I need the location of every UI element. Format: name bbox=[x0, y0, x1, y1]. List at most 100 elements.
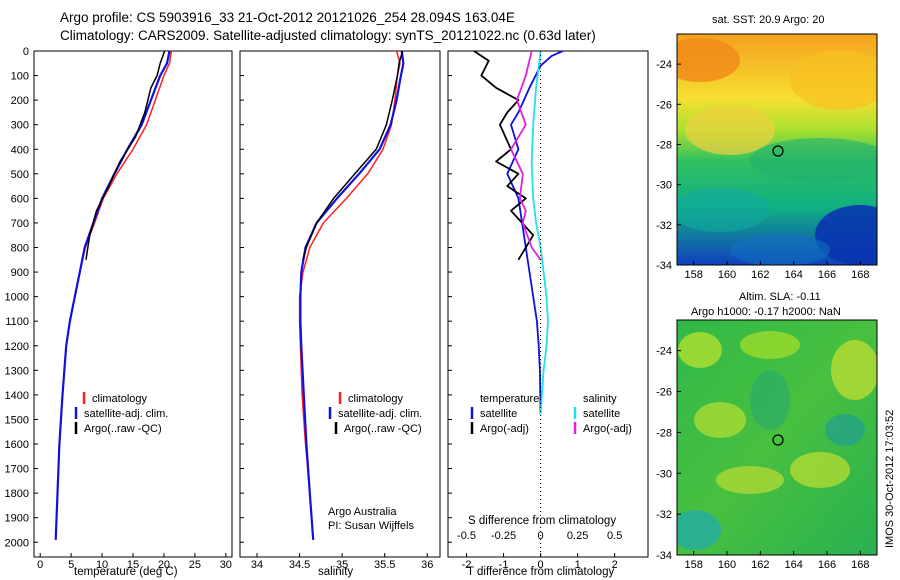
sst-map-axis: 158 160 162 164 166 168 -24 -26 -28 -30 -32 -34 bbox=[656, 59, 869, 281]
x-tick-label: 0 bbox=[538, 559, 544, 571]
salinity-xlabel: salinity bbox=[318, 566, 353, 578]
s-tick-label: 0.5 bbox=[607, 530, 622, 542]
legend-label-sal-argo: Argo(-adj) bbox=[583, 423, 632, 435]
lon-tick-label: 164 bbox=[784, 559, 802, 571]
legend-label-argo: Argo(..raw -QC) bbox=[344, 423, 422, 435]
sla-map-axis: 158 160 162 164 166 168 -24 -26 -28 -30 -32 -34 bbox=[656, 346, 869, 571]
depth-tick-label: 100 bbox=[11, 71, 29, 83]
depth-tick-label: 1200 bbox=[5, 341, 29, 353]
depth-tick-label: 600 bbox=[11, 193, 29, 205]
series-line-satellite-adj-clim- bbox=[299, 50, 405, 540]
lat-tick-label: -24 bbox=[656, 59, 672, 71]
lon-tick-label: 158 bbox=[684, 269, 702, 281]
depth-tick-label: 1600 bbox=[5, 439, 29, 451]
sla-high-patch bbox=[678, 332, 722, 368]
legend-temperature-heading: temperature bbox=[480, 393, 539, 405]
sst-cold-patch bbox=[815, 205, 877, 265]
depth-tick-label: 1700 bbox=[5, 464, 29, 476]
x-tick-label: 20 bbox=[158, 559, 170, 571]
depth-tick-label: 1100 bbox=[5, 316, 29, 328]
sla-high-patch bbox=[740, 331, 800, 359]
lon-tick-label: 162 bbox=[751, 559, 769, 571]
x-tick-label: -2 bbox=[462, 559, 472, 571]
salinity-axis: 34 34.5 35 35.5 36 bbox=[251, 553, 433, 571]
s-tick-label: -0.25 bbox=[491, 530, 516, 542]
x-tick-label: 10 bbox=[96, 559, 108, 571]
x-tick-label: -1 bbox=[499, 559, 509, 571]
series-line-temperature-argo-adj- bbox=[473, 50, 535, 261]
imos-watermark: IMOS 30-Oct-2012 17:03:52 bbox=[884, 410, 896, 548]
x-tick-label: 34.5 bbox=[289, 559, 310, 571]
temperature-series bbox=[54, 50, 173, 540]
sla-high-patch bbox=[694, 402, 746, 438]
temperature-xlabel: temperature (deg C) bbox=[74, 566, 178, 578]
lat-tick-label: -32 bbox=[656, 220, 672, 232]
series-line-climatology bbox=[54, 50, 173, 540]
sst-map-frame bbox=[676, 33, 878, 266]
depth-axis: 0 100 200 300 400 500 600 700 800 900 1000 1100 1200… bbox=[5, 46, 452, 549]
salinity-legend: climatology satellite-adj. clim. Argo(..… bbox=[328, 392, 422, 532]
salinity-series bbox=[298, 50, 405, 540]
depth-tick-label: 1500 bbox=[5, 414, 29, 426]
sla-high-patch bbox=[790, 452, 850, 488]
lon-tick-label: 162 bbox=[751, 269, 769, 281]
x-tick-label: 15 bbox=[127, 559, 139, 571]
series-line-satellite-adj-clim- bbox=[54, 50, 171, 540]
float-position-marker bbox=[772, 145, 784, 157]
depth-tick-label: 800 bbox=[11, 243, 29, 255]
sla-map-frame bbox=[676, 319, 878, 556]
legend-label-temp-satellite: satellite bbox=[480, 408, 517, 420]
title-line-2: Climatology: CARS2009. Satellite-adjuste… bbox=[60, 28, 596, 43]
difference-series bbox=[473, 50, 564, 415]
legend-label-argo: Argo(..raw -QC) bbox=[84, 423, 162, 435]
depth-tick-label: 700 bbox=[11, 218, 29, 230]
lon-tick-label: 166 bbox=[818, 559, 836, 571]
credit-line-2: PI: Susan Wijffels bbox=[328, 520, 414, 532]
series-line-argo-raw-qc- bbox=[85, 50, 166, 260]
series-line-salinity-argo-adj- bbox=[510, 50, 542, 261]
lon-tick-label: 168 bbox=[851, 559, 869, 571]
legend-label-temp-argo: Argo(-adj) bbox=[480, 423, 529, 435]
difference-panel-frame bbox=[447, 50, 649, 558]
sla-map-title-2: Argo h1000: -0.17 h2000: NaN bbox=[691, 306, 841, 318]
sla-high-patch bbox=[716, 466, 784, 494]
s-tick-label: -0.5 bbox=[457, 530, 476, 542]
series-line-argo-raw-qc- bbox=[302, 50, 404, 260]
lat-tick-label: -32 bbox=[656, 509, 672, 521]
depth-tick-label: 1800 bbox=[5, 488, 29, 500]
difference-xlabel: T difference from climatology bbox=[467, 566, 614, 578]
sla-high-patch bbox=[831, 340, 877, 400]
depth-tick-label: 1400 bbox=[5, 390, 29, 402]
legend-label-satellite: satellite-adj. clim. bbox=[338, 408, 422, 420]
lon-tick-label: 160 bbox=[718, 269, 736, 281]
legend-label-sal-satellite: satellite bbox=[583, 408, 620, 420]
legend-label-satellite: satellite-adj. clim. bbox=[84, 408, 168, 420]
sst-map: sat. SST: 20.9 Argo: 20 158 160 162 164 166 1… bbox=[656, 14, 878, 281]
lon-tick-label: 168 bbox=[851, 269, 869, 281]
series-line-climatology bbox=[298, 50, 401, 540]
sla-low-patch bbox=[677, 510, 721, 550]
temperature-panel-frame bbox=[33, 50, 233, 558]
legend-label-climatology: climatology bbox=[92, 393, 148, 405]
lat-tick-label: -26 bbox=[656, 387, 672, 399]
x-tick-label: 30 bbox=[220, 559, 232, 571]
depth-tick-label: 1900 bbox=[5, 513, 29, 525]
lat-tick-label: -34 bbox=[656, 260, 672, 272]
sla-low-patch bbox=[750, 370, 790, 430]
sst-cold-patch bbox=[730, 234, 830, 265]
temperature-axis: 0 5 10 15 20 25 30 bbox=[37, 553, 232, 571]
sst-cool-patch bbox=[750, 138, 877, 182]
sst-warm-patch bbox=[677, 38, 740, 82]
depth-tick-label: 1300 bbox=[5, 365, 29, 377]
x-tick-label: 1 bbox=[575, 559, 581, 571]
lon-tick-label: 166 bbox=[818, 269, 836, 281]
x-tick-label: 34 bbox=[251, 559, 263, 571]
lat-tick-label: -34 bbox=[656, 550, 672, 562]
depth-tick-label: 900 bbox=[11, 267, 29, 279]
difference-top-label: S difference from climatology bbox=[468, 515, 616, 527]
x-tick-label: 25 bbox=[189, 559, 201, 571]
lon-tick-label: 164 bbox=[784, 269, 802, 281]
sst-warm-patch bbox=[790, 50, 877, 110]
